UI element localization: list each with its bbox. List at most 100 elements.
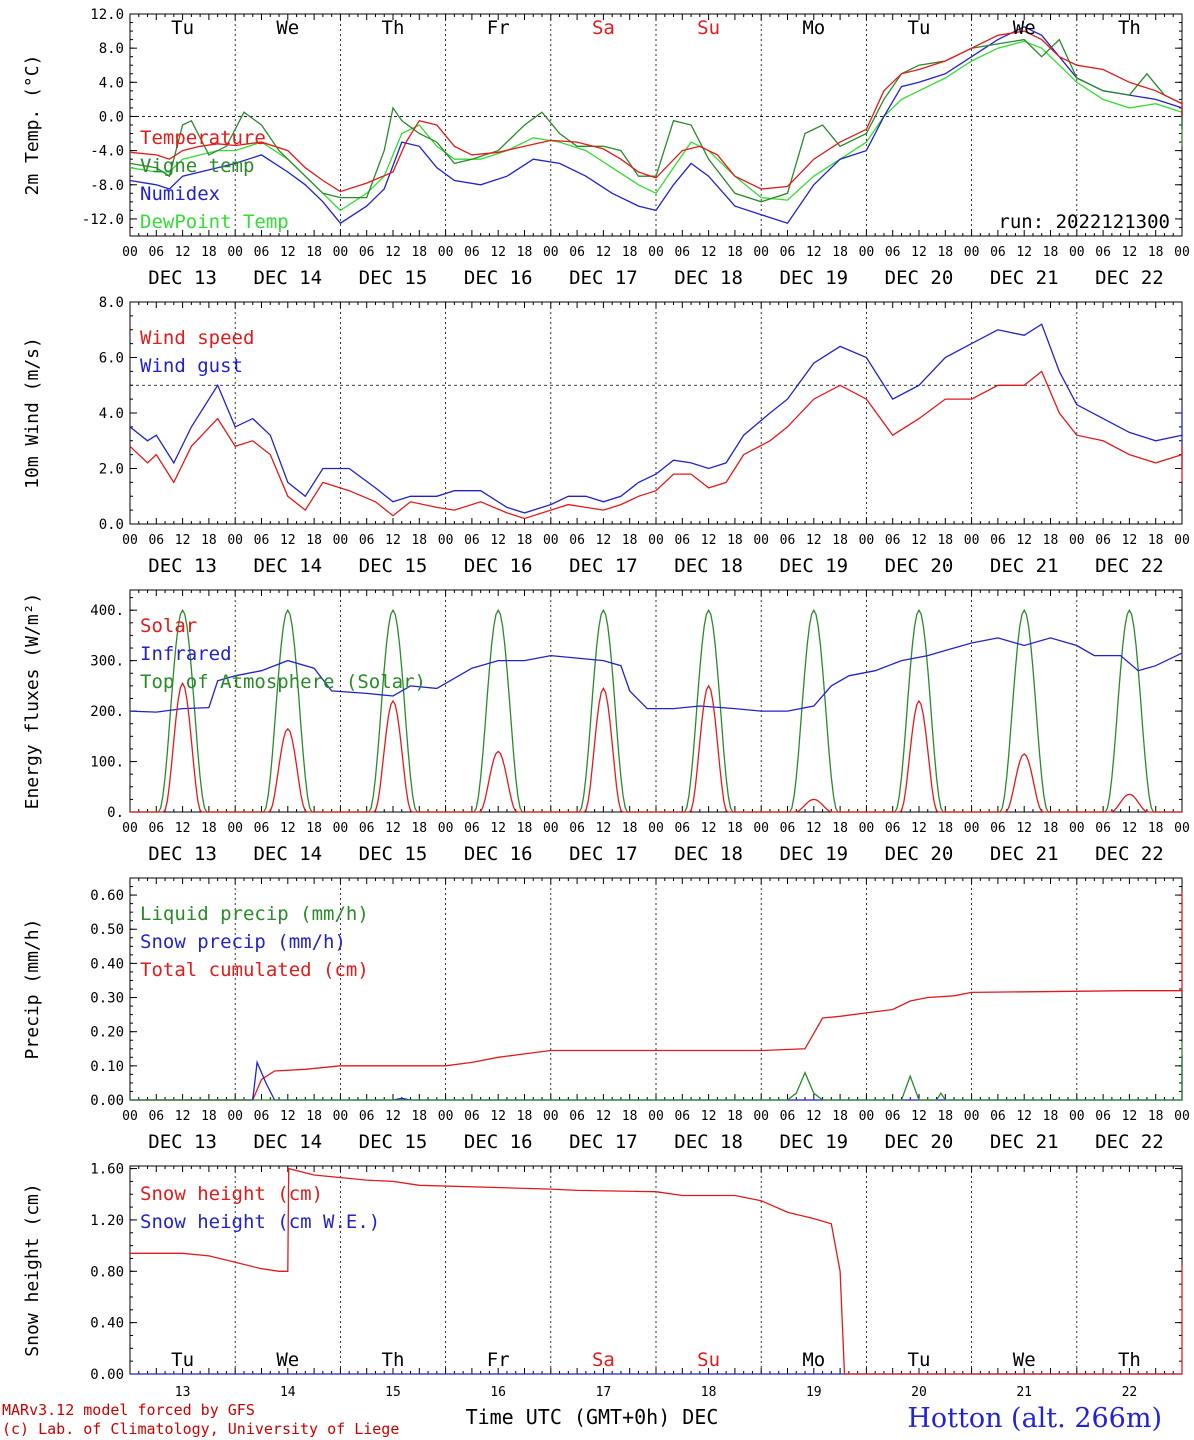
hour-label: 06 [254,245,270,260]
legend-entry: Snow height (cm) [140,1183,323,1205]
hour-label: 12 [596,533,612,548]
hour-label: 18 [411,245,427,260]
date-label: DEC 15 [359,1131,428,1153]
day-label: We [276,1349,299,1371]
hour-label: 18 [306,533,322,548]
y-tick-label: 100. [90,755,124,771]
hour-label: 06 [359,1109,375,1124]
hour-label: 00 [438,1109,454,1124]
time-axis-label: Time UTC (GMT+0h) DEC [466,1405,719,1429]
hour-label: 06 [464,533,480,548]
hour-label: 12 [806,821,822,836]
hour-label: 12 [280,1109,296,1124]
legend-entry: Total cumulated (cm) [140,959,369,981]
hour-label: 12 [596,245,612,260]
legend-entry: Snow height (cm W.E.) [140,1211,380,1233]
hour-label: 12 [1122,533,1138,548]
series-numidex [129,26,1183,225]
hour-label: 06 [1095,821,1111,836]
hour-label: 00 [859,821,875,836]
series-temperature [129,30,1183,193]
hour-label: 18 [1043,821,1059,836]
date-label: DEC 15 [359,843,428,865]
date-label: DEC 20 [885,1131,954,1153]
legend-entry: DewPoint Temp [140,211,289,233]
hour-label: 00 [964,821,980,836]
hour-label: 12 [280,533,296,548]
hour-label: 12 [490,821,506,836]
series-solar [130,681,1182,813]
hour-label: 00 [648,533,664,548]
hour-label: 12 [1016,1109,1032,1124]
day-label: Sa [592,17,615,39]
y-axis-label: Energy fluxes (W/m²) [22,593,43,810]
panel-2: 0.0 2.0 4.0 6.0 8.0 10m Wind (m/s) 00 06 12 18 00 0… [22,295,1190,577]
y-tick-label: 2.0 [99,462,124,478]
y-tick-label: 0.30 [90,991,124,1007]
hour-label: 06 [1095,1109,1111,1124]
hour-label: 18 [1043,245,1059,260]
y-axis-label: 2m Temp. (°C) [22,55,43,196]
hour-label: 00 [648,1109,664,1124]
hour-label: 12 [385,245,401,260]
date-label: DEC 16 [464,555,533,577]
hour-label: 00 [122,1109,138,1124]
y-tick-label: 0.40 [90,956,124,972]
hour-label: 00 [227,821,243,836]
date-label: DEC 21 [990,267,1059,289]
hour-label: 06 [674,1109,690,1124]
hour-label: 12 [490,245,506,260]
day-label: Fr [487,1349,510,1371]
hour-label: 06 [885,245,901,260]
y-tick-label: 4.0 [99,406,124,422]
day-label: Sa [592,1349,615,1371]
day-label: Th [1118,1349,1141,1371]
hour-label: 00 [964,245,980,260]
hour-label: 06 [780,533,796,548]
series-infrared [129,637,1183,713]
hour-label: 00 [964,1109,980,1124]
hour-label: 00 [1069,245,1085,260]
y-axis-label: Precip (mm/h) [22,919,43,1060]
hour-label: 00 [543,821,559,836]
y-tick-label: 6.0 [99,351,124,367]
hour-label: 12 [1122,245,1138,260]
date-number: 18 [701,1385,717,1400]
date-label: DEC 20 [885,555,954,577]
hour-label: 18 [1148,1109,1164,1124]
hour-label: 12 [490,1109,506,1124]
date-label: DEC 20 [885,267,954,289]
hour-label: 18 [622,821,638,836]
day-label: Tu [171,1349,194,1371]
y-tick-label: 8.0 [99,295,124,311]
legend-entry: Liquid precip (mm/h) [140,903,369,925]
hour-label: 06 [464,1109,480,1124]
y-tick-label: 0.0 [99,517,124,533]
hour-label: 06 [674,821,690,836]
hour-label: 12 [175,533,191,548]
hour-label: 00 [122,245,138,260]
hour-label: 06 [885,1109,901,1124]
hour-label: 06 [359,821,375,836]
date-label: DEC 22 [1095,843,1164,865]
date-number: 13 [175,1385,191,1400]
hour-label: 00 [333,533,349,548]
hour-label: 18 [1148,533,1164,548]
series-vigne-temp [129,38,1183,203]
date-label: DEC 16 [464,267,533,289]
series-wind-speed [129,370,1183,520]
hour-label: 18 [517,533,533,548]
hour-label: 00 [648,245,664,260]
hour-label: 18 [622,1109,638,1124]
hour-label: 12 [911,1109,927,1124]
day-label: Tu [908,17,931,39]
hour-label: 00 [438,821,454,836]
y-axis-label: 10m Wind (m/s) [22,337,43,489]
hour-label: 18 [517,1109,533,1124]
hour-label: 18 [411,1109,427,1124]
date-number: 16 [490,1385,506,1400]
y-tick-label: 12.0 [90,7,124,23]
hour-label: 12 [385,533,401,548]
hour-label: 12 [385,821,401,836]
hour-label: 06 [464,245,480,260]
